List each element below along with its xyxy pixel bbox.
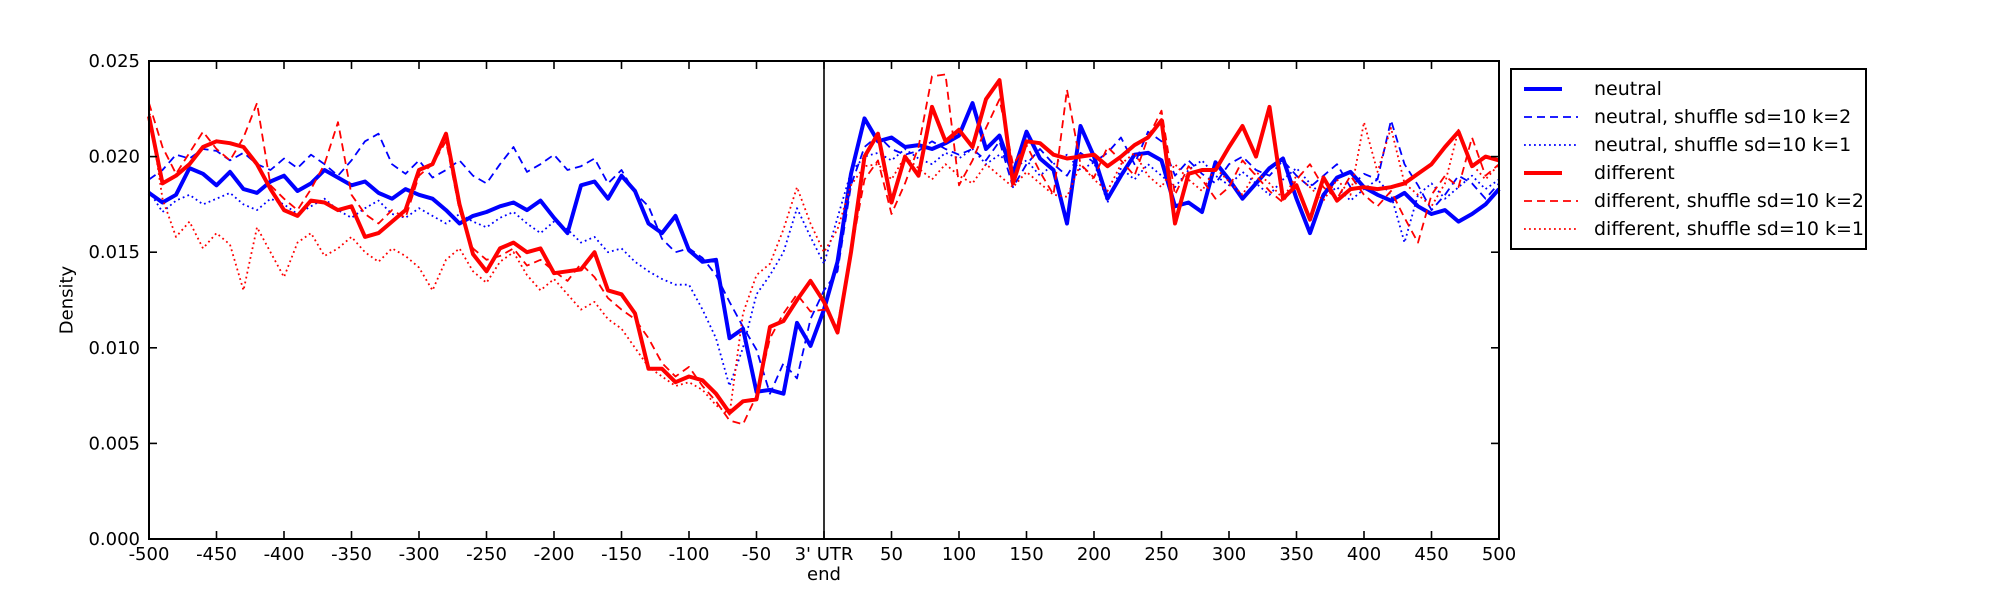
x-tick-label-line2: end [807,564,841,585]
legend-label: neutral, shuffle sd=10 k=1 [1594,134,1852,156]
legend-line-sample-dotted [1524,228,1578,230]
legend-label: neutral, shuffle sd=10 k=2 [1594,106,1852,128]
legend-label: different [1594,162,1675,184]
x-tick-label: -500 [129,544,170,565]
x-tick-label: 350 [1279,544,1313,565]
x-tick-label: 500 [1482,544,1516,565]
y-tick-label: 0.025 [88,51,140,72]
x-tick-label: -100 [669,544,710,565]
x-tick-label: -200 [534,544,575,565]
y-axis-label: Density [56,265,78,335]
legend-line-sample-dashed [1524,200,1578,202]
legend-label: neutral [1594,78,1662,100]
y-tick-label: 0.000 [88,529,140,550]
x-tick-label: -450 [196,544,237,565]
legend-row: different, shuffle sd=10 k=2 [1522,190,1864,212]
legend-row: different [1522,162,1855,184]
x-tick-label: -150 [601,544,642,565]
x-tick-label: -300 [399,544,440,565]
x-tick-label: 450 [1414,544,1448,565]
legend-line-sample-dashed [1524,116,1578,118]
x-tick-label: 200 [1077,544,1111,565]
x-tick-label: 300 [1212,544,1246,565]
legend-row: different, shuffle sd=10 k=1 [1522,218,1864,240]
y-tick-label: 0.010 [88,338,140,359]
series-line-3 [147,78,1500,415]
legend-row: neutral [1522,78,1855,100]
legend-line-sample-solid [1524,87,1562,91]
legend: neutral neutral, shuffle sd=10 k=2 neutral… [1510,68,1867,250]
y-tick-label: 0.015 [88,242,140,263]
legend-label: different, shuffle sd=10 k=1 [1594,218,1864,240]
x-tick-label: 50 [880,544,903,565]
legend-row: neutral, shuffle sd=10 k=2 [1522,106,1855,128]
x-tick-label: 150 [1009,544,1043,565]
x-tick-label: 3' UTR [795,544,854,565]
series-line-4 [148,73,1500,426]
x-tick-label: -250 [466,544,507,565]
x-tick-label: -400 [264,544,305,565]
y-tick-label: 0.020 [88,147,140,168]
series-line-1 [148,119,1500,395]
legend-line-sample-solid [1524,171,1562,175]
legend-label: different, shuffle sd=10 k=2 [1594,190,1864,212]
x-tick-label: -50 [742,544,771,565]
x-tick-label: 250 [1144,544,1178,565]
x-tick-label: 400 [1347,544,1381,565]
y-tick-label: 0.005 [88,433,140,454]
legend-line-sample-dotted [1524,144,1578,146]
series-line-2 [148,148,1500,387]
x-tick-label: 100 [942,544,976,565]
legend-row: neutral, shuffle sd=10 k=1 [1522,134,1855,156]
x-tick-label: -350 [331,544,372,565]
